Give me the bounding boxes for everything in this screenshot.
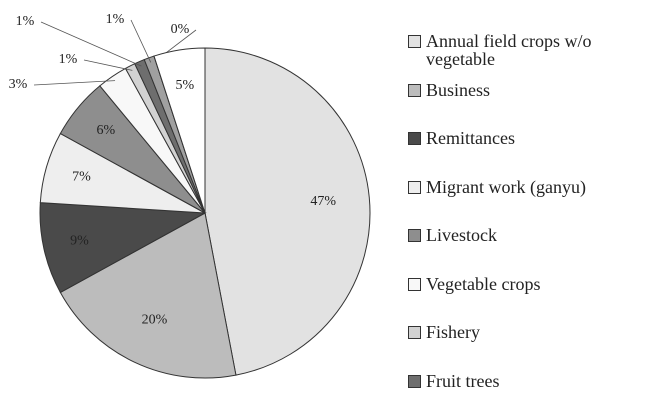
legend-swatch xyxy=(408,83,421,97)
slice-label: 5% xyxy=(176,78,195,93)
slice-label: 3% xyxy=(9,77,28,92)
legend-entry: Remittances xyxy=(408,129,648,147)
legend-entry: Fruit trees xyxy=(408,372,648,390)
legend-swatch xyxy=(408,180,421,194)
slice-label: 20% xyxy=(142,313,168,328)
legend-entry: Business xyxy=(408,81,648,99)
slice-label: 1% xyxy=(59,52,78,67)
chart: 47% 20% 9% 7% 6% 3% 1% 1% 1% 0% 5% xyxy=(9,12,371,379)
legend-swatch xyxy=(408,374,421,388)
legend-label: Vegetable crops xyxy=(426,273,541,294)
legend-entry: Vegetable crops xyxy=(408,275,648,293)
legend-label: Fishery xyxy=(426,322,480,342)
slice-label: 1% xyxy=(16,14,35,29)
legend-label: Livestock xyxy=(426,225,497,245)
legend-swatch xyxy=(408,229,421,242)
leader-line xyxy=(83,59,133,71)
legend-label: Annual field crops w/o vegetable xyxy=(426,31,592,69)
legend-swatch xyxy=(408,277,421,291)
legend-entry: Livestock xyxy=(408,226,648,244)
legend-entry: Annual field crops w/o vegetable xyxy=(408,32,648,68)
legend-label: Remittances xyxy=(426,128,515,148)
pie-slice xyxy=(59,212,237,379)
legend-entry: Migrant work (ganyu) xyxy=(408,178,648,196)
legend-label: Business xyxy=(426,79,491,100)
legend-label: Fruit trees xyxy=(426,370,500,391)
legend-label: Migrant work (ganyu) xyxy=(426,176,586,197)
slice-label: 9% xyxy=(70,233,89,248)
slice-label: 47% xyxy=(310,194,336,209)
leader-line xyxy=(40,21,142,67)
pie-slice xyxy=(153,47,206,214)
leader-line xyxy=(33,80,116,86)
pie-slice xyxy=(204,47,371,376)
legend-entry: Fishery xyxy=(408,323,648,341)
slice-label: 1% xyxy=(106,12,125,27)
leader-line xyxy=(130,19,152,63)
legend-swatch xyxy=(408,326,421,339)
slice-label: 6% xyxy=(96,123,115,138)
pie-slice xyxy=(39,202,207,294)
legend-swatch xyxy=(408,35,421,48)
legend-swatch xyxy=(408,132,421,145)
slice-label: 7% xyxy=(72,169,91,184)
slice-label: 0% xyxy=(171,22,190,37)
